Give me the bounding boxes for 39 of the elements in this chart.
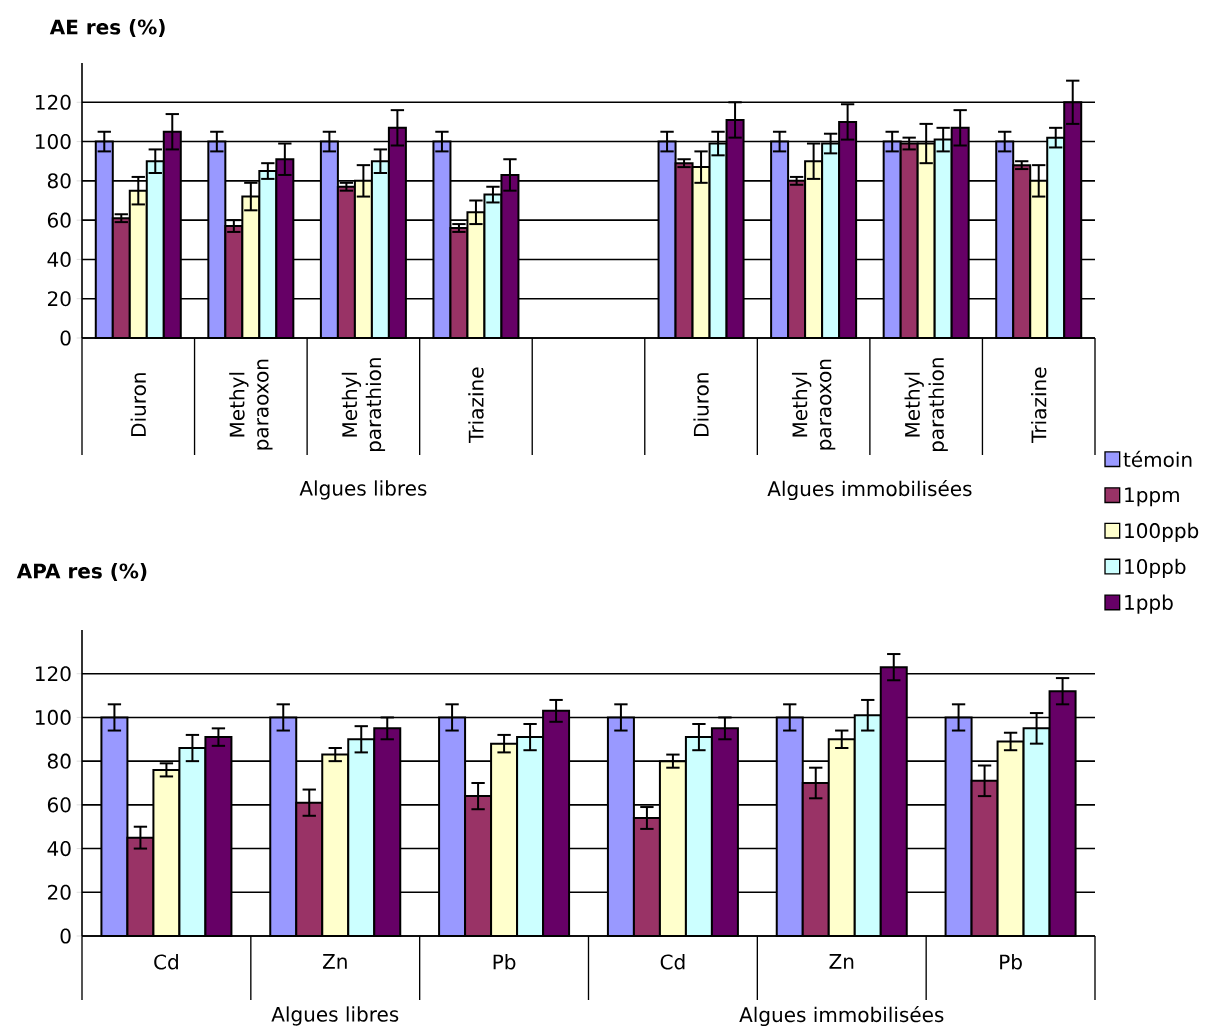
y-tick-label: 80 bbox=[47, 753, 71, 769]
x-tick-label: Methyl parathion bbox=[904, 358, 948, 452]
y-tick-label: 120 bbox=[35, 666, 71, 682]
y-axis-title: APA res (%) bbox=[16, 563, 147, 581]
text: Algues libres bbox=[271, 1006, 399, 1026]
x-tick-label: Pb bbox=[493, 954, 516, 970]
y-tick-label: 80 bbox=[47, 173, 71, 189]
x-tick-label: Diuron bbox=[130, 373, 147, 436]
x-tick-label: Cd bbox=[154, 954, 178, 970]
y-tick-label: 40 bbox=[47, 251, 71, 267]
x-tick-label: Methyl paraoxon bbox=[791, 359, 836, 450]
text: Algues immobilisées bbox=[739, 1005, 944, 1027]
y-tick-label: 20 bbox=[47, 291, 71, 307]
y-axis-title: AE res (%) bbox=[49, 19, 165, 37]
legend-label: témoin bbox=[1123, 450, 1192, 468]
x-tick-label: Methyl paraoxon bbox=[229, 359, 273, 450]
y-tick-label: 0 bbox=[60, 928, 71, 944]
x-tick-label: Triazine bbox=[1031, 367, 1047, 443]
y-tick-label: 100 bbox=[35, 134, 71, 150]
x-tick-label: Methyl parathion bbox=[341, 358, 386, 452]
y-tick-label: 20 bbox=[47, 884, 71, 900]
legend-label: 1ppb bbox=[1125, 594, 1173, 614]
x-tick-label: Zn bbox=[322, 954, 347, 969]
x-tick-label: Diuron bbox=[693, 373, 709, 436]
y-tick-label: 120 bbox=[35, 94, 71, 110]
x-tick-label: Zn bbox=[829, 954, 854, 969]
y-tick-label: 0 bbox=[60, 330, 71, 346]
y-tick-label: 40 bbox=[47, 841, 71, 857]
x-tick-label: Pb bbox=[1000, 954, 1022, 970]
text: Algues libres bbox=[299, 480, 427, 500]
y-tick-label: 100 bbox=[35, 709, 71, 725]
legend-label: 10ppb bbox=[1125, 558, 1186, 578]
text: Algues immobilisées bbox=[767, 479, 972, 501]
x-tick-label: Triazine bbox=[468, 367, 484, 443]
legend-label: 100ppb bbox=[1125, 522, 1199, 543]
y-tick-label: 60 bbox=[47, 797, 71, 813]
x-tick-label: Cd bbox=[660, 954, 685, 970]
y-tick-label: 60 bbox=[47, 212, 71, 228]
legend-label: 1ppm bbox=[1125, 487, 1179, 507]
